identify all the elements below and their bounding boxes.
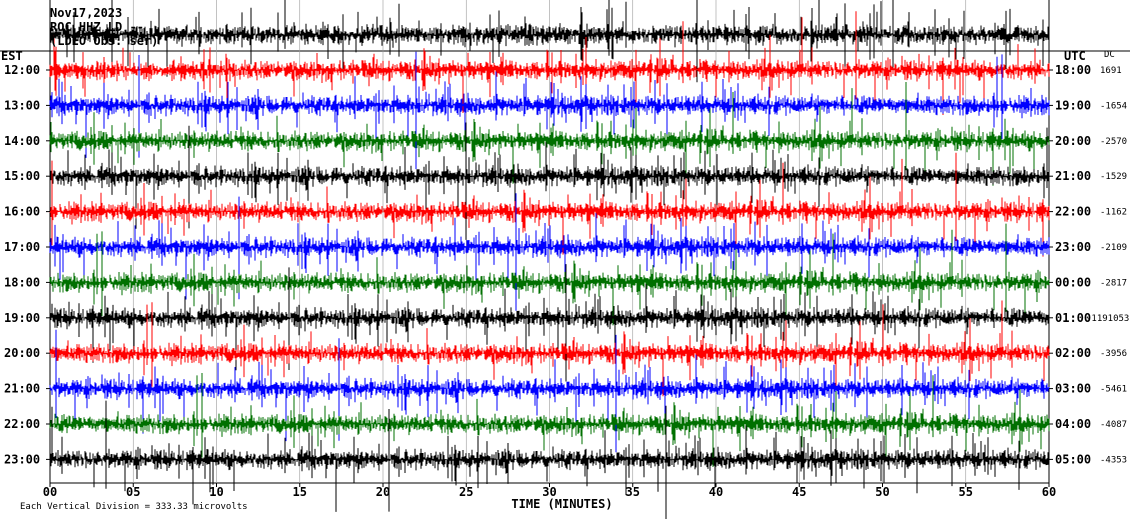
trace-1400 [49, 82, 1050, 186]
trace-2100 [49, 329, 1050, 453]
utc-label: 21:00 [1055, 169, 1091, 183]
x-tick-label: 15 [293, 485, 307, 499]
utc-label: 02:00 [1055, 346, 1091, 360]
trace-prev [49, 0, 1050, 83]
est-label: 13:00 [4, 98, 40, 112]
utc-label: 03:00 [1055, 382, 1091, 396]
x-tick-label: 50 [875, 485, 889, 499]
x-tick-label: 05 [126, 485, 140, 499]
traces [49, 0, 1050, 519]
est-label: 15:00 [4, 169, 40, 183]
dc-value: -3956 [1100, 349, 1127, 359]
trace-1500 [49, 122, 1050, 240]
trace-2200 [49, 373, 1050, 467]
est-label: 23:00 [4, 452, 40, 466]
x-tick-label: 45 [792, 485, 806, 499]
est-label: 14:00 [4, 134, 40, 148]
title-line-1: Nov17,2023 [50, 6, 122, 20]
left-axis-label: EST [1, 49, 23, 63]
dc-value: -2570 [1100, 137, 1127, 147]
trace-1800 [49, 223, 1050, 326]
x-tick-label: 40 [709, 485, 723, 499]
title-line-2: ROC HHZ LD -- [50, 20, 144, 34]
footer-note: Each Vertical Division = 333.33 microvol… [20, 502, 248, 512]
dc-value: -2817 [1100, 278, 1127, 288]
dc-value: -1191053 [1086, 314, 1129, 324]
est-label: 22:00 [4, 417, 40, 431]
est-label: 17:00 [4, 240, 40, 254]
trace-2000 [49, 300, 1050, 397]
est-label: 12:00 [4, 63, 40, 77]
x-tick-label: 10 [209, 485, 223, 499]
utc-label: 00:00 [1055, 275, 1091, 289]
dc-value: -1529 [1100, 172, 1127, 182]
est-label: 21:00 [4, 382, 40, 396]
trace-2300 [49, 400, 1050, 519]
x-tick-label: 20 [376, 485, 390, 499]
dc-value: -4087 [1100, 420, 1127, 430]
dc-value: 1691 [1100, 66, 1122, 76]
dc-value: -1654 [1100, 101, 1127, 111]
utc-label: 19:00 [1055, 98, 1091, 112]
x-tick-label: 00 [43, 485, 57, 499]
utc-label: 01:00 [1055, 311, 1091, 325]
x-tick-label: 55 [959, 485, 973, 499]
est-label: 19:00 [4, 311, 40, 325]
x-ticks: 00 05 10 15 20 25 30 35 40 45 50 55 60 [43, 483, 1056, 499]
x-tick-label: 35 [626, 485, 640, 499]
est-label: 20:00 [4, 346, 40, 360]
utc-label: 22:00 [1055, 205, 1091, 219]
utc-label: 20:00 [1055, 134, 1091, 148]
dc-value: -2109 [1100, 243, 1127, 253]
dc-value: -4353 [1100, 455, 1127, 465]
utc-label: 05:00 [1055, 452, 1091, 466]
utc-label: 18:00 [1055, 63, 1091, 77]
trace-1700 [49, 193, 1050, 311]
trace-1900 [49, 264, 1050, 382]
est-label: 18:00 [4, 275, 40, 289]
utc-label: 04:00 [1055, 417, 1091, 431]
title-line-3: (LDEO Obs: ser) [50, 34, 158, 48]
x-tick-label: 60 [1042, 485, 1056, 499]
dc-value: -5461 [1100, 385, 1127, 395]
est-label: 16:00 [4, 205, 40, 219]
trace-1300 [49, 51, 1050, 170]
dc-label: DC [1104, 50, 1115, 60]
x-axis-label: TIME (MINUTES) [511, 497, 612, 511]
labels: Nov17,2023 ROC HHZ LD -- (LDEO Obs: ser)… [1, 6, 1115, 512]
trace-1200 [49, 11, 1050, 116]
x-tick-label: 30 [542, 485, 556, 499]
x-tick-label: 25 [459, 485, 473, 499]
dc-value: -1162 [1100, 208, 1127, 218]
right-axis-label: UTC [1064, 49, 1086, 63]
utc-label: 23:00 [1055, 240, 1091, 254]
